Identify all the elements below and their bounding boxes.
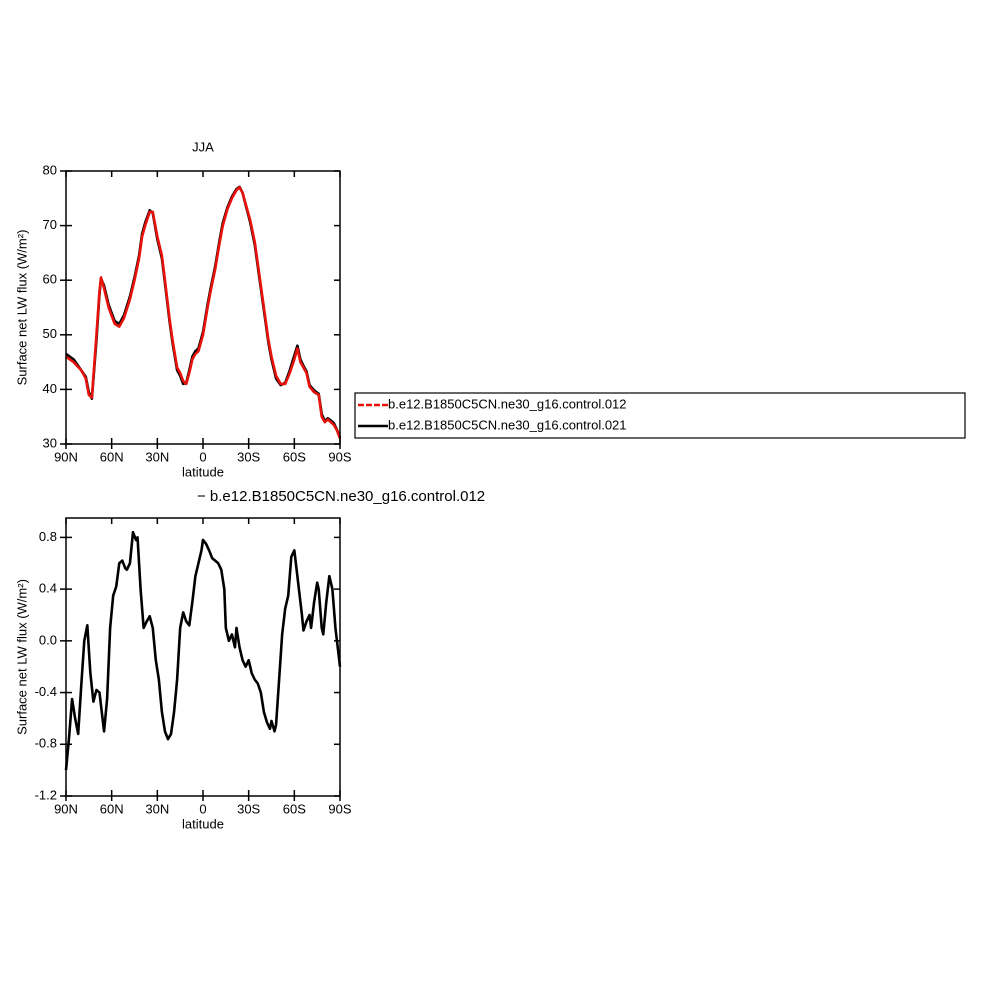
x-tick-label: 90S xyxy=(328,801,351,816)
legend-label: b.e12.B1850C5CN.ne30_g16.control.012 xyxy=(388,396,627,411)
data-line xyxy=(64,530,342,771)
x-axis-label: latitude xyxy=(182,464,224,479)
x-tick-label: 90S xyxy=(328,449,351,464)
chart-title: JJA xyxy=(192,139,214,154)
x-tick-label: 60N xyxy=(100,449,124,464)
y-tick-label: -1.2 xyxy=(35,787,57,802)
x-tick-label: 60S xyxy=(283,449,306,464)
x-tick-label: 30N xyxy=(145,449,169,464)
y-tick-label: 60 xyxy=(43,272,57,287)
x-axis-label: latitude xyxy=(182,816,224,831)
y-tick-label: 50 xyxy=(43,326,57,341)
x-tick-label: 60N xyxy=(100,801,124,816)
plot-frame xyxy=(65,170,341,445)
y-tick-label: 30 xyxy=(43,435,57,450)
y-tick-label: -0.4 xyxy=(35,684,57,699)
x-tick-label: 60S xyxy=(283,801,306,816)
y-tick-label: -0.8 xyxy=(35,736,57,751)
data-line xyxy=(65,185,342,438)
data-line xyxy=(65,186,342,439)
x-tick-label: 90N xyxy=(54,449,78,464)
x-tick-label: 0 xyxy=(199,449,206,464)
y-axis-label: Surface net LW flux (W/m²) xyxy=(14,230,29,386)
y-axis-label: Surface net LW flux (W/m²) xyxy=(14,579,29,735)
x-tick-label: 30N xyxy=(145,801,169,816)
y-tick-label: 0.8 xyxy=(39,529,57,544)
x-tick-label: 90N xyxy=(54,801,78,816)
y-axis-label-clip: Surface net LW flux (W/m²) xyxy=(14,579,29,735)
x-tick-label: 0 xyxy=(199,801,206,816)
y-tick-label: 0.0 xyxy=(39,632,57,647)
y-tick-label: 40 xyxy=(43,381,57,396)
x-tick-label: 30S xyxy=(237,449,260,464)
y-tick-label: 80 xyxy=(43,162,57,177)
y-tick-label: 70 xyxy=(43,217,57,232)
legend-box xyxy=(354,392,966,439)
legend-label: b.e12.B1850C5CN.ne30_g16.control.021 xyxy=(388,417,627,432)
x-tick-label: 30S xyxy=(237,801,260,816)
chart-title: − b.e12.B1850C5CN.ne30_g16.control.012 xyxy=(197,488,485,505)
plot-frame xyxy=(65,517,341,797)
y-tick-label: 0.4 xyxy=(39,581,57,596)
